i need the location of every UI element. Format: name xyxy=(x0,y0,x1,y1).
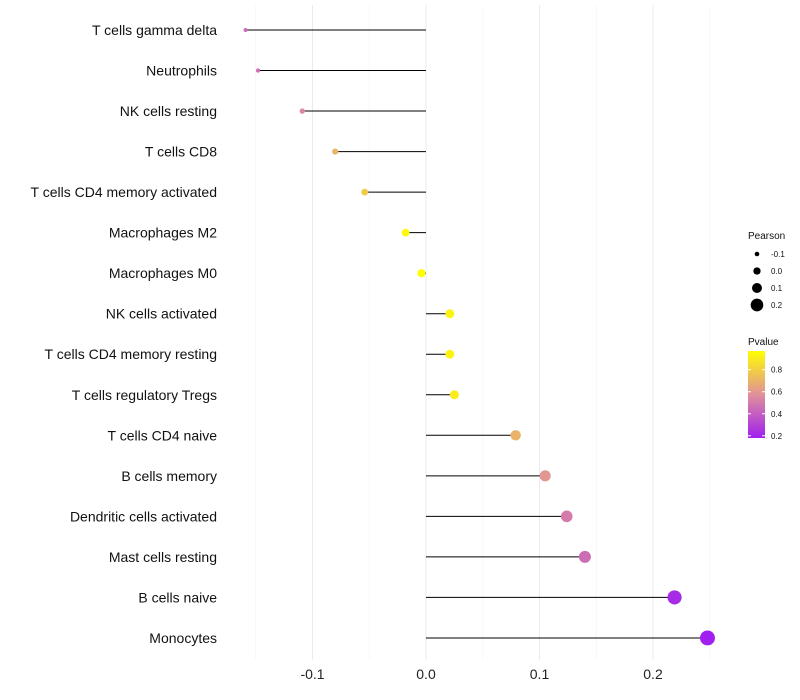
x-tick-label: 0.2 xyxy=(643,666,663,682)
lollipop-point xyxy=(255,68,261,73)
lollipop-point xyxy=(445,349,455,359)
y-category-label: Mast cells resting xyxy=(109,549,217,565)
size-legend-title: Pearson xyxy=(748,231,785,242)
y-category-label: Monocytes xyxy=(149,630,217,646)
color-legend-title: Pvalue xyxy=(748,337,779,348)
lollipop-point xyxy=(401,228,410,237)
lollipop-point xyxy=(449,390,459,400)
lollipop-point xyxy=(445,309,455,319)
color-legend-label: 0.4 xyxy=(771,410,783,419)
x-tick-label: 0.1 xyxy=(530,666,550,682)
color-legend-label: 0.2 xyxy=(771,432,783,441)
y-category-label: Neutrophils xyxy=(146,63,217,79)
size-legend-dot xyxy=(752,283,762,293)
gridlines xyxy=(255,5,711,660)
y-category-label: T cells regulatory Tregs xyxy=(72,387,217,403)
x-axis-labels: -0.1 0.0 0.1 0.2 xyxy=(300,666,663,682)
y-category-label: Dendritic cells activated xyxy=(70,508,217,524)
size-legend-dot xyxy=(754,251,760,257)
legend: Pearson -0.1 0.0 0.1 0.2 Pvalue 0.8 0.6 0.4 0.2 xyxy=(748,231,785,441)
x-tick-label: 0.0 xyxy=(416,666,436,682)
y-category-label: B cells memory xyxy=(121,468,217,484)
x-tick-label: -0.1 xyxy=(300,666,324,682)
lollipop-point xyxy=(578,550,591,563)
y-category-label: Macrophages M0 xyxy=(109,265,217,281)
y-axis-labels: T cells gamma delta Neutrophils NK cells r… xyxy=(31,22,218,646)
lollipop-point xyxy=(667,590,682,605)
lollipop-point xyxy=(243,27,248,33)
y-category-label: T cells CD8 xyxy=(145,144,217,160)
y-category-label: B cells naive xyxy=(138,589,217,605)
size-legend-label: 0.0 xyxy=(771,267,783,276)
y-category-label: NK cells resting xyxy=(120,103,217,119)
size-legend-dot xyxy=(753,267,761,275)
y-category-label: T cells CD4 naive xyxy=(108,427,218,443)
size-legend-label: 0.1 xyxy=(771,284,783,293)
lollipop-point xyxy=(417,269,426,278)
lollipop-sticks xyxy=(245,29,708,639)
y-category-label: T cells CD4 memory activated xyxy=(31,184,217,200)
color-bar xyxy=(748,351,765,438)
lollipop-point xyxy=(299,108,305,114)
lollipop-point xyxy=(510,430,521,441)
color-legend-label: 0.8 xyxy=(771,366,783,375)
size-legend-dot xyxy=(750,298,764,312)
lollipop-point xyxy=(332,148,339,155)
y-category-label: T cells CD4 memory resting xyxy=(45,346,217,362)
size-legend-label: -0.1 xyxy=(771,250,785,259)
y-category-label: Macrophages M2 xyxy=(109,225,217,241)
color-legend-label: 0.6 xyxy=(771,388,783,397)
lollipop-points xyxy=(243,27,715,646)
y-category-label: NK cells activated xyxy=(106,306,217,322)
y-category-label: T cells gamma delta xyxy=(92,22,217,38)
lollipop-point xyxy=(700,630,715,646)
size-legend-label: 0.2 xyxy=(771,301,783,310)
lollipop-point xyxy=(560,510,573,523)
lollipop-point xyxy=(539,470,551,482)
lollipop-point xyxy=(361,188,369,196)
